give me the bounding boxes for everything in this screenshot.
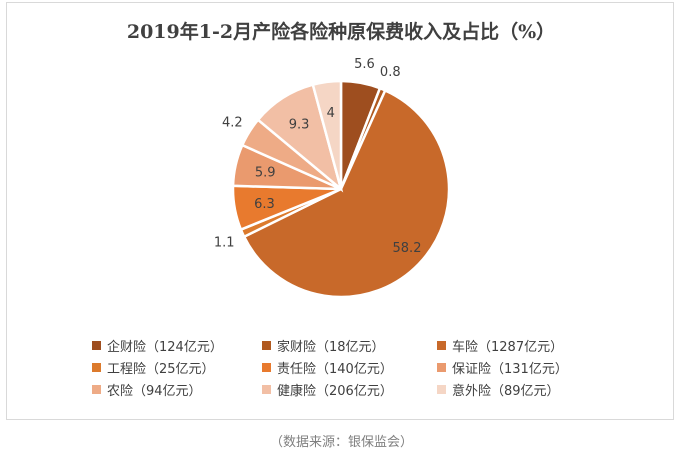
legend-swatch: [437, 385, 446, 394]
legend-swatch: [92, 363, 101, 372]
legend-item: 工程险（25亿元）: [92, 358, 215, 377]
legend-label: 车险（1287亿元）: [452, 340, 564, 355]
legend-swatch: [92, 341, 101, 350]
data-label: 5.9: [255, 166, 276, 181]
legend-label: 农险（94亿元）: [107, 384, 202, 399]
legend-label: 家财险（18亿元）: [277, 340, 385, 355]
legend-item: 车险（1287亿元）: [437, 336, 563, 355]
chart-frame: 2019年1-2月产险各险种原保费收入及占比（%）: [6, 2, 674, 420]
pie-slice: [311, 79, 343, 190]
legend-swatch: [437, 363, 446, 372]
legend-item: 家财险（18亿元）: [262, 336, 385, 355]
legend-label: 工程险（25亿元）: [107, 362, 215, 377]
data-label: 58.2: [393, 241, 422, 256]
legend-swatch: [92, 385, 101, 394]
chart-title: 2019年1-2月产险各险种原保费收入及占比（%）: [126, 21, 556, 43]
legend-label: 责任险（140亿元）: [277, 362, 393, 377]
legend-label: 意外险（89亿元）: [452, 384, 560, 399]
legend-item: 责任险（140亿元）: [262, 358, 393, 377]
legend-label: 企财险（124亿元）: [107, 340, 223, 355]
data-label: 0.8: [380, 65, 401, 80]
data-label: 1.1: [214, 235, 235, 250]
data-label: 4.2: [222, 115, 243, 130]
legend-item: 保证险（131亿元）: [437, 358, 568, 377]
legend-item: 企财险（124亿元）: [92, 336, 223, 355]
legend-item: 农险（94亿元）: [92, 380, 202, 399]
legend-item: 意外险（89亿元）: [437, 380, 560, 399]
legend-swatch: [262, 363, 271, 372]
data-source: （数据来源：银保监会）: [269, 435, 413, 450]
legend-label: 保证险（131亿元）: [452, 362, 568, 377]
data-label: 5.6: [354, 57, 375, 72]
pie-chart: 5.6 0.8 58.2 1.1 6.3 5.9 4.2 9.3 4: [214, 57, 451, 299]
legend-item: 健康险（206亿元）: [262, 380, 393, 399]
data-label: 4: [327, 106, 335, 121]
legend-swatch: [262, 341, 271, 350]
data-label: 9.3: [289, 118, 310, 133]
legend-label: 健康险（206亿元）: [277, 384, 393, 399]
legend-swatch: [437, 341, 446, 350]
pie-slice: [242, 88, 451, 299]
data-label: 6.3: [254, 197, 275, 212]
legend-swatch: [262, 385, 271, 394]
